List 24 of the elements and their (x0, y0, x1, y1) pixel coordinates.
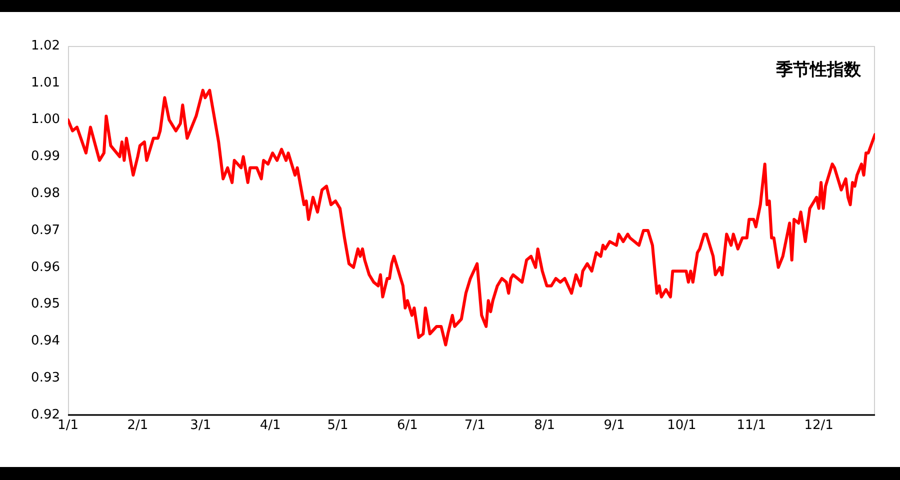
y-tick-label: 0.97 (31, 222, 60, 238)
x-tick-label: 3/1 (190, 418, 212, 434)
x-tick-label: 1/1 (58, 418, 78, 434)
y-tick-label: 1.00 (31, 112, 60, 128)
x-tick-label: 9/1 (604, 418, 625, 434)
text: 季节性指数 (775, 60, 862, 80)
x-tick-label: 12/1 (804, 418, 834, 434)
y-tick-label: 0.95 (31, 296, 60, 312)
x-tick-label: 7/1 (464, 418, 486, 434)
x-tick-label: 4/1 (260, 418, 281, 434)
x-tick-label: 6/1 (396, 418, 418, 434)
y-tick-label: 1.01 (31, 75, 60, 90)
x-tick-label: 2/1 (127, 418, 148, 434)
y-tick-label: 0.98 (31, 186, 60, 201)
y-tick-label: 0.93 (31, 370, 60, 386)
x-tick-label: 10/1 (667, 418, 696, 434)
y-tick-label: 0.96 (31, 260, 60, 275)
y-tick-label: 0.94 (31, 334, 60, 349)
x-tick-label: 8/1 (534, 418, 556, 434)
x-tick-label: 5/1 (327, 418, 348, 434)
y-tick-label: 1.02 (31, 38, 60, 54)
y-tick-label: 0.92 (31, 407, 60, 422)
y-tick-label: 0.99 (31, 149, 60, 164)
x-tick-label: 11/1 (736, 418, 766, 434)
